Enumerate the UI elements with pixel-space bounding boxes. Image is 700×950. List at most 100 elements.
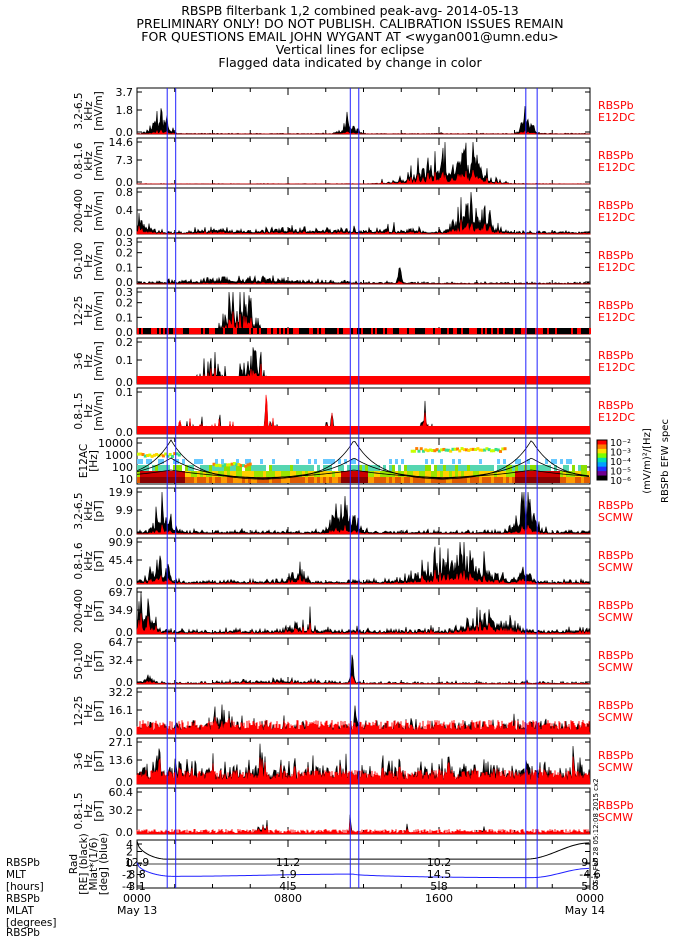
flag-band [267, 328, 269, 334]
flag-band [295, 328, 297, 334]
spec-pixel [287, 465, 290, 471]
spec-pixel [170, 471, 173, 477]
flag-band [457, 328, 459, 334]
flag-band [305, 328, 307, 334]
spec-pixel [237, 463, 241, 467]
spec-pixel [464, 477, 467, 483]
spec-pixel [227, 471, 230, 477]
spec-pixel [548, 471, 551, 477]
spec-pixel [344, 471, 347, 477]
colorbar-tick: 10⁻² [610, 438, 631, 449]
flag-band [241, 328, 243, 334]
spec-pixel [242, 471, 245, 477]
flag-band [435, 328, 437, 334]
spec-pixel [164, 471, 167, 477]
y-label-line: Hz [83, 754, 95, 768]
y-tick-label: 7.3 [116, 154, 134, 167]
spec-pixel [293, 471, 296, 477]
spec-pixel [496, 448, 500, 452]
spec-pixel [560, 477, 563, 483]
y-label-line: 50-100 [73, 242, 85, 279]
spec-pixel [431, 459, 434, 464]
y-label-line: Rad [68, 854, 80, 874]
flag-band [271, 328, 273, 334]
avg-trace [136, 129, 591, 135]
spec-pixel [557, 477, 560, 483]
ephem-row-label: MLAT [6, 905, 35, 917]
instrument-label: SCMW [598, 561, 633, 574]
spec-pixel [272, 471, 275, 477]
spec-pixel [356, 477, 359, 483]
spec-pixel [203, 465, 206, 471]
spec-pixel [461, 465, 464, 471]
spec-pixel [389, 471, 392, 477]
spec-pixel [377, 465, 380, 471]
spec-pixel [275, 465, 278, 471]
ephem-time: 0000 [123, 892, 151, 905]
flag-band [245, 328, 247, 334]
y-axis-label: 0.8-1.5Hz[mV/m] [73, 391, 105, 430]
flag-band [445, 328, 447, 334]
flag-band [407, 328, 409, 334]
spec-pixel [146, 471, 149, 477]
spec-pixel [329, 465, 332, 471]
spec-pixel [209, 477, 212, 483]
y-tick-label: 69.7 [109, 586, 134, 599]
ephem-mlat: 3.1 [128, 880, 146, 893]
spec-pixel [166, 454, 170, 458]
spec-pixel [338, 465, 341, 471]
flag-band [579, 328, 581, 334]
y-tick-label: 0.0 [116, 576, 134, 589]
spec-pixel [227, 477, 230, 483]
flag-band [469, 328, 471, 334]
flag-band [455, 328, 457, 334]
flag-band [277, 328, 279, 334]
flag-band [357, 328, 359, 334]
spec-pixel [470, 477, 473, 483]
y-tick-label: 0.0 [116, 226, 134, 239]
spec-pixel [563, 477, 566, 483]
flag-band [487, 328, 489, 334]
y-tick-label: 0.1 [116, 311, 134, 324]
flag-band [459, 328, 461, 334]
spec-pixel [212, 477, 215, 483]
spec-pixel [458, 465, 461, 471]
spec-pixel [242, 477, 245, 483]
spec-pixel [308, 477, 311, 483]
spec-pixel [230, 465, 233, 471]
y-tick-label: 0.0 [116, 776, 134, 789]
spec-pixel [560, 459, 563, 464]
flag-band [393, 328, 395, 334]
spec-pixel [458, 477, 461, 483]
flag-band [503, 328, 505, 334]
spec-pixel [365, 465, 368, 471]
spec-pixel [164, 477, 167, 483]
flag-band [359, 328, 361, 334]
spec-pixel [236, 471, 239, 477]
spec-pixel [368, 477, 371, 483]
spec-pixel [206, 471, 209, 477]
spec-pixel [296, 465, 299, 471]
y-label-line: kHz [83, 101, 95, 121]
spec-pixel [578, 477, 581, 483]
y-label-line: 0.8-1.6 [73, 142, 85, 180]
spec-pixel [383, 465, 386, 471]
flag-band [221, 328, 223, 334]
spec-pixel [299, 477, 302, 483]
spec-pixel [293, 477, 296, 483]
y-axis-label: E12AC[Hz] [78, 444, 100, 478]
spec-pixel [219, 464, 223, 468]
spec-pixel [323, 477, 326, 483]
spec-pixel [494, 447, 498, 451]
spec-pixel [404, 471, 407, 477]
flag-band [273, 328, 275, 334]
flag-band [423, 328, 425, 334]
spec-pixel [254, 465, 257, 471]
mlat-curve [136, 862, 590, 879]
spec-pixel [437, 471, 440, 477]
spec-pixel [164, 452, 168, 456]
y-tick-label: -4 [122, 880, 133, 893]
spec-pixel [251, 477, 254, 483]
